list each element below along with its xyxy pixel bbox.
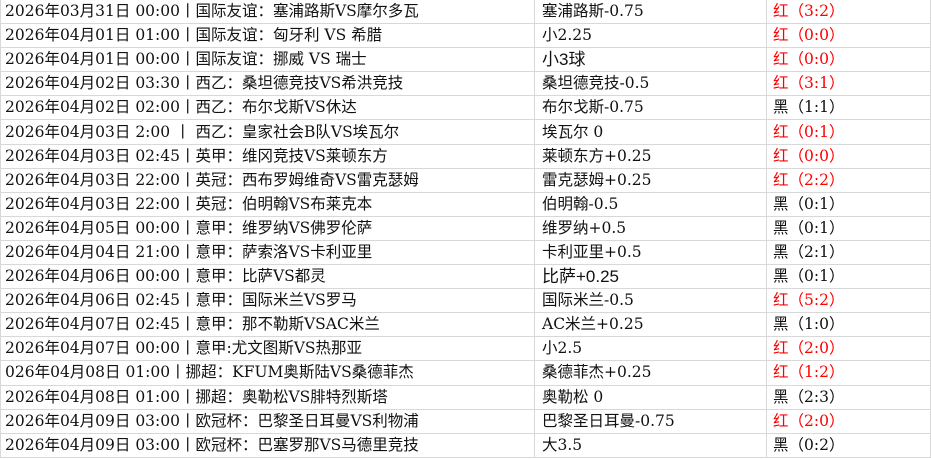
match-cell[interactable]: 2026年04月01日 00:00丨国际友谊：挪威 VS 瑞士 [0,47,535,73]
match-cell[interactable]: 2026年04月05日 00:00丨意甲：维罗纳VS佛罗伦萨 [0,216,535,241]
match-cell[interactable]: 2026年04月02日 02:00丨西乙：布尔戈斯VS休达 [0,95,535,121]
result-cell[interactable]: 黑（0:1） [766,192,931,217]
result-cell[interactable]: 红（2:2） [766,168,931,193]
result-cell[interactable]: 红（0:0） [766,23,931,49]
pick-cell[interactable]: 卡利亚里+0.5 [534,240,767,266]
match-cell[interactable]: 2026年04月06日 02:45丨意甲：国际米兰VS罗马 [0,288,535,314]
table-row: 2026年04月06日 02:45丨意甲：国际米兰VS罗马 国际米兰-0.5 红（5… [0,288,931,314]
match-cell[interactable]: 026年04月08日 01:00丨挪超：KFUM奥斯陆VS桑德菲杰 [0,360,535,386]
match-cell[interactable]: 2026年04月03日 2:00 丨 西乙：皇家社会B队VS埃瓦尔 [0,119,535,145]
result-cell[interactable]: 红（3:2） [766,0,931,25]
result-cell[interactable]: 红（3:1） [766,71,931,97]
table-row: 2026年04月05日 00:00丨意甲：维罗纳VS佛罗伦萨 维罗纳+0.5 黑（0… [0,216,931,241]
result-cell[interactable]: 黑（2:1） [766,240,931,266]
pick-cell[interactable]: 埃瓦尔 0 [534,119,767,145]
pick-cell[interactable]: 伯明翰-0.5 [534,192,767,217]
table-row: 026年04月08日 01:00丨挪超：KFUM奥斯陆VS桑德菲杰 桑德菲杰+0.… [0,360,931,386]
match-cell[interactable]: 2026年04月09日 03:00丨欧冠杯：巴黎圣日耳曼VS利物浦 [0,409,535,434]
match-cell[interactable]: 2026年04月02日 03:30丨西乙：桑坦德竞技VS希洪竞技 [0,71,535,97]
match-cell[interactable]: 2026年04月06日 00:00丨意甲：比萨VS都灵 [0,264,535,290]
match-cell[interactable]: 2026年04月04日 21:00丨意甲：萨索洛VS卡利亚里 [0,240,535,266]
table-row: 2026年04月07日 02:45丨意甲：那不勒斯VSAC米兰 AC米兰+0.25… [0,312,931,338]
match-cell[interactable]: 2026年04月03日 22:00丨英冠：西布罗姆维奇VS雷克瑟姆 [0,168,535,193]
pick-cell[interactable]: 大3.5 [534,433,767,458]
match-cell[interactable]: 2026年04月09日 03:00丨欧冠杯：巴塞罗那VS马德里竞技 [0,433,535,458]
pick-cell[interactable]: 布尔戈斯-0.75 [534,95,767,121]
match-cell[interactable]: 2026年04月03日 22:00丨英冠：伯明翰VS布莱克本 [0,192,535,217]
table-row: 2026年04月01日 00:00丨国际友谊：挪威 VS 瑞士 小3球 红（0:0） [0,47,931,73]
result-cell[interactable]: 红（1:2） [766,360,931,386]
pick-cell[interactable]: 巴黎圣日耳曼-0.75 [534,409,767,434]
match-cell[interactable]: 2026年04月07日 00:00丨意甲:尤文图斯VS热那亚 [0,336,535,362]
result-cell[interactable]: 黑（2:3） [766,385,931,410]
result-cell[interactable]: 红（5:2） [766,288,931,314]
result-cell[interactable]: 红（2:0） [766,409,931,434]
result-cell[interactable]: 红（0:0） [766,47,931,73]
match-cell[interactable]: 2026年04月03日 02:45丨英甲：维冈竞技VS莱顿东方 [0,144,535,169]
pick-cell[interactable]: 奥勒松 0 [534,385,767,410]
table-row: 2026年04月03日 02:45丨英甲：维冈竞技VS莱顿东方 莱顿东方+0.25… [0,144,931,169]
table-row: 2026年04月06日 00:00丨意甲：比萨VS都灵 比萨+0.25 黑（0:1） [0,264,931,290]
match-cell[interactable]: 2026年03月31日 00:00丨国际友谊：塞浦路斯VS摩尔多瓦 [0,0,535,25]
table-row: 2026年04月03日 22:00丨英冠：西布罗姆维奇VS雷克瑟姆 雷克瑟姆+0.… [0,168,931,193]
pick-cell[interactable]: 小2.25 [534,23,767,49]
table-row: 2026年04月04日 21:00丨意甲：萨索洛VS卡利亚里 卡利亚里+0.5 黑（… [0,240,931,266]
match-cell[interactable]: 2026年04月08日 01:00丨挪超：奥勒松VS腓特烈斯塔 [0,385,535,410]
pick-cell[interactable]: 比萨+0.25 [534,264,767,290]
result-cell[interactable]: 黑（0:1） [766,216,931,241]
result-cell[interactable]: 红（2:0） [766,336,931,362]
table-row: 2026年04月02日 03:30丨西乙：桑坦德竞技VS希洪竞技 桑坦德竞技-0.… [0,71,931,97]
result-cell[interactable]: 黑（0:2） [766,433,931,458]
pick-cell[interactable]: 雷克瑟姆+0.25 [534,168,767,193]
table-row: 2026年03月31日 00:00丨国际友谊：塞浦路斯VS摩尔多瓦 塞浦路斯-0.… [0,0,931,25]
result-cell[interactable]: 黑（0:1） [766,264,931,290]
pick-cell[interactable]: AC米兰+0.25 [534,312,767,338]
pick-cell[interactable]: 国际米兰-0.5 [534,288,767,314]
table-row: 2026年04月02日 02:00丨西乙：布尔戈斯VS休达 布尔戈斯-0.75 黑（… [0,95,931,121]
table-row: 2026年04月03日 22:00丨英冠：伯明翰VS布莱克本 伯明翰-0.5 黑（0… [0,192,931,217]
pick-cell[interactable]: 小3球 [534,47,767,73]
table-row: 2026年04月09日 03:00丨欧冠杯：巴塞罗那VS马德里竞技 大3.5 黑（0… [0,433,931,458]
match-cell[interactable]: 2026年04月01日 01:00丨国际友谊：匈牙利 VS 希腊 [0,23,535,49]
pick-cell[interactable]: 塞浦路斯-0.75 [534,0,767,25]
result-cell[interactable]: 黑（1:0） [766,312,931,338]
pick-cell[interactable]: 桑德菲杰+0.25 [534,360,767,386]
table-row: 2026年04月03日 2:00 丨 西乙：皇家社会B队VS埃瓦尔 埃瓦尔 0 红（… [0,119,931,145]
result-cell[interactable]: 黑（1:1） [766,95,931,121]
table-row: 2026年04月07日 00:00丨意甲:尤文图斯VS热那亚 小2.5 红（2:0） [0,336,931,362]
pick-cell[interactable]: 桑坦德竞技-0.5 [534,71,767,97]
table-row: 2026年04月08日 01:00丨挪超：奥勒松VS腓特烈斯塔 奥勒松 0 黑（2:… [0,385,931,410]
match-cell[interactable]: 2026年04月07日 02:45丨意甲：那不勒斯VSAC米兰 [0,312,535,338]
pick-cell[interactable]: 维罗纳+0.5 [534,216,767,241]
result-cell[interactable]: 红（0:1） [766,119,931,145]
table-row: 2026年04月01日 01:00丨国际友谊：匈牙利 VS 希腊 小2.25 红（0… [0,23,931,49]
pick-cell[interactable]: 小2.5 [534,336,767,362]
pick-cell[interactable]: 莱顿东方+0.25 [534,144,767,169]
table-row: 2026年04月09日 03:00丨欧冠杯：巴黎圣日耳曼VS利物浦 巴黎圣日耳曼-… [0,409,931,434]
result-cell[interactable]: 红（0:0） [766,144,931,169]
